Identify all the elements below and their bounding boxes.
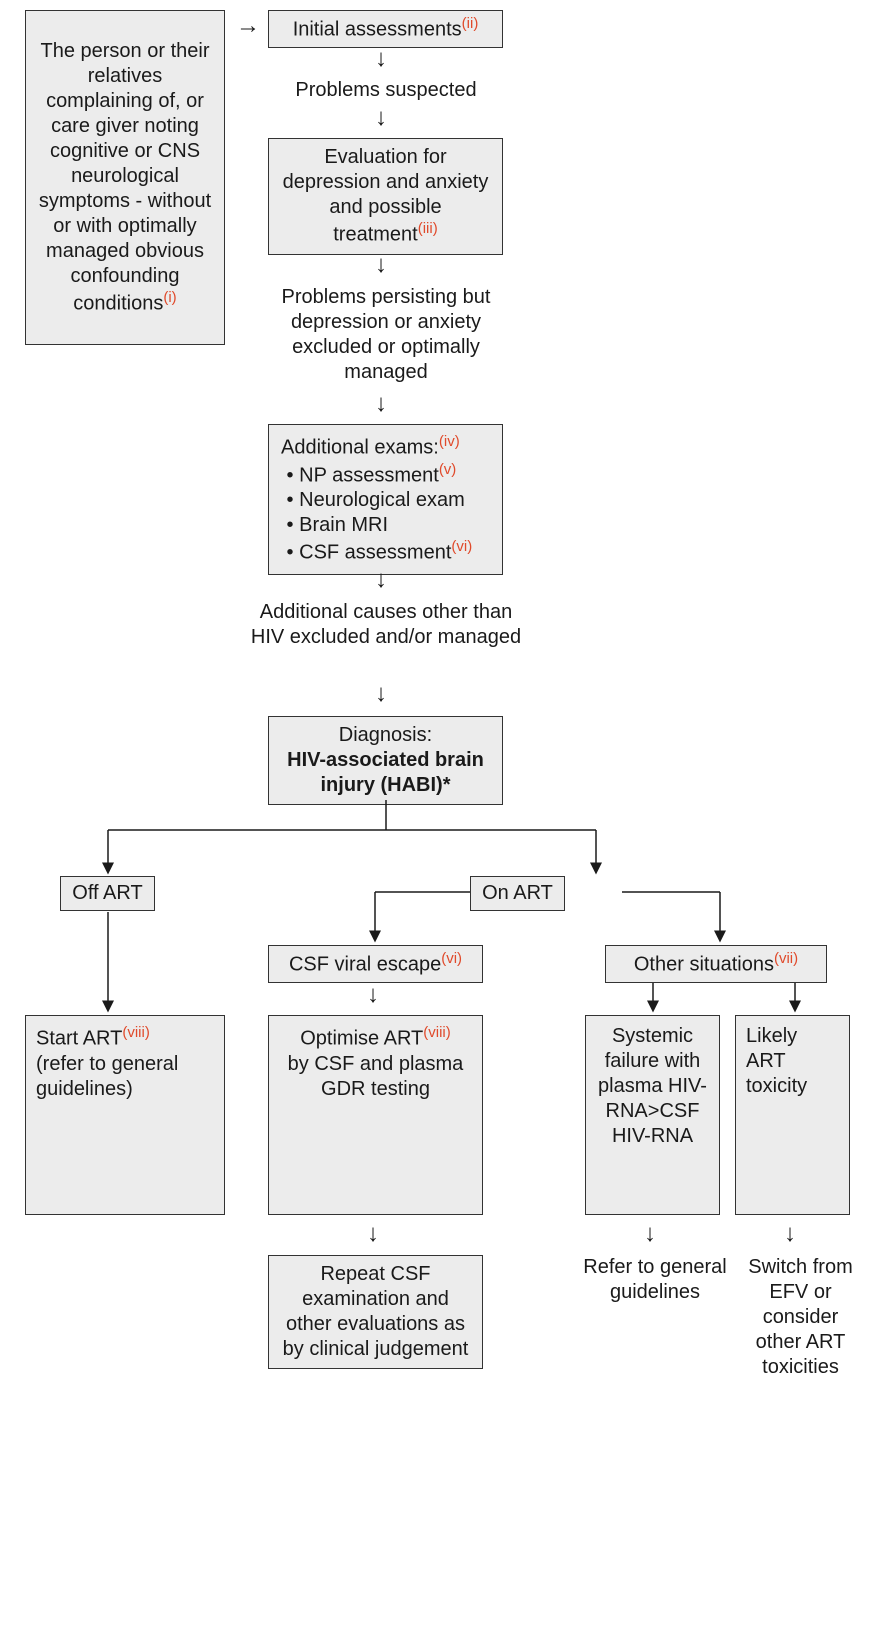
repeat-csf-text: Repeat CSF examination and other evaluat… — [283, 1263, 469, 1360]
switch-efv-text: Switch from EFV or consider other ART to… — [748, 1256, 852, 1378]
on-art-text: On ART — [482, 882, 553, 904]
csf-escape-ref: (vi) — [441, 950, 462, 967]
node-repeat-csf: Repeat CSF examination and other evaluat… — [268, 1255, 483, 1369]
node-switch-efv: Switch from EFV or consider other ART to… — [738, 1255, 863, 1380]
arrow-tox-down: ↓ — [784, 1222, 796, 1246]
systemic-text: Systemic failure with plasma HIV-RNA>CSF… — [598, 1025, 707, 1147]
arrow-csf-down: ↓ — [367, 983, 379, 1007]
optimise-ref: (viii) — [423, 1024, 451, 1041]
connector-diagnosis-branch — [0, 0, 878, 1630]
node-csf-escape: CSF viral escape(vi) — [268, 945, 483, 983]
node-start-art: Start ART(viii) (refer to general guidel… — [25, 1015, 225, 1215]
node-off-art: Off ART — [60, 876, 155, 911]
likely-tox-text: Likely ART toxicity — [746, 1025, 807, 1097]
start-art-line2: (refer to general guidelines) — [36, 1052, 214, 1102]
other-situations-ref: (vii) — [774, 950, 798, 967]
arrow-sys-down: ↓ — [644, 1222, 656, 1246]
node-systemic-failure: Systemic failure with plasma HIV-RNA>CSF… — [585, 1015, 720, 1215]
flowchart-canvas: The person or their relatives complainin… — [0, 0, 878, 1630]
node-on-art: On ART — [470, 876, 565, 911]
optimise-line2: by CSF and plasma GDR testing — [279, 1052, 472, 1102]
start-art-line1: Start ART — [36, 1028, 122, 1050]
refer-general-text: Refer to general guidelines — [583, 1256, 726, 1303]
optimise-line1: Optimise ART — [300, 1028, 423, 1050]
start-art-ref: (viii) — [122, 1024, 150, 1041]
node-refer-general: Refer to general guidelines — [580, 1255, 730, 1305]
node-other-situations: Other situations(vii) — [605, 945, 827, 983]
off-art-text: Off ART — [72, 882, 142, 904]
node-likely-toxicity: Likely ART toxicity — [735, 1015, 850, 1215]
node-optimise-art: Optimise ART(viii) by CSF and plasma GDR… — [268, 1015, 483, 1215]
arrow-opt-down: ↓ — [367, 1222, 379, 1246]
other-situations-text: Other situations — [634, 954, 774, 976]
csf-escape-text: CSF viral escape — [289, 954, 441, 976]
